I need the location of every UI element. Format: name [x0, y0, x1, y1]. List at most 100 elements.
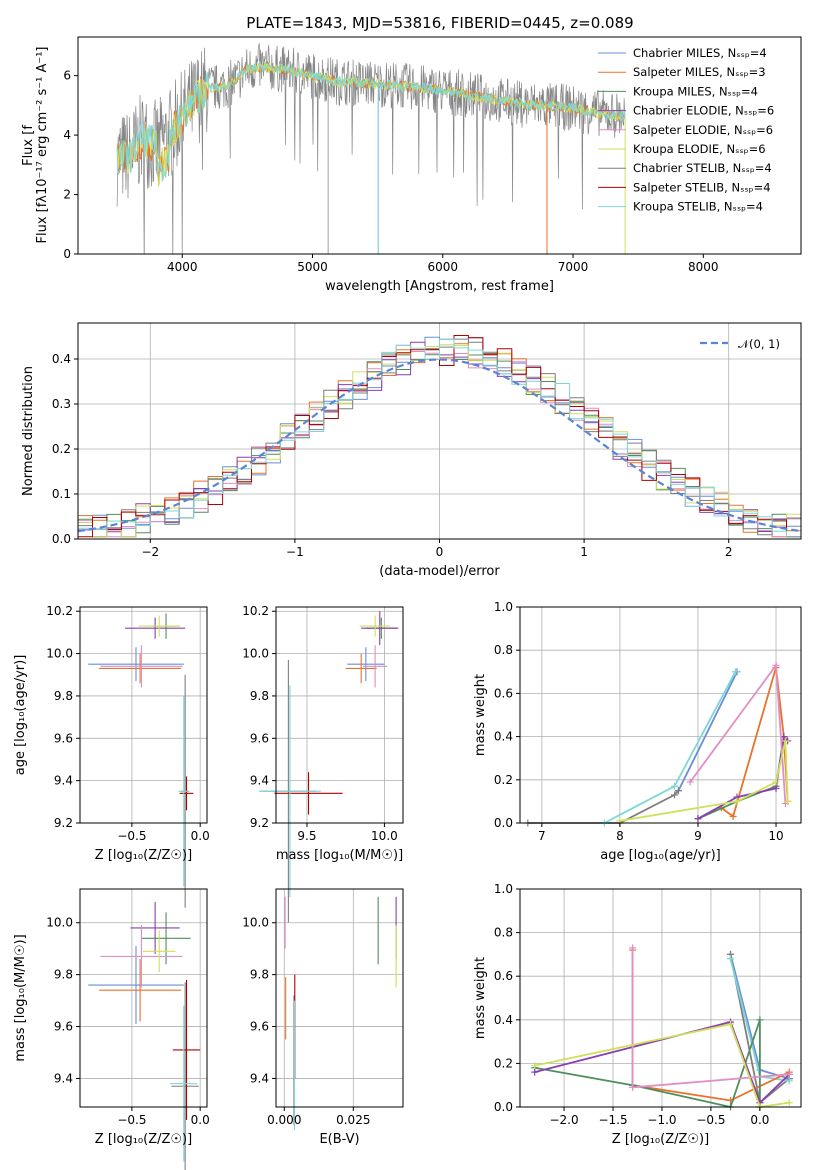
- legend-label: Salpeter ELODIE, Nₛₛₚ=6: [633, 123, 773, 137]
- y-tick-label: 10.2: [46, 604, 73, 618]
- residual-histogram-panel: −2 −1 0 1 2 0.0 0.1 0.2 0.3 0.4 (data-model)/error…: [21, 322, 802, 579]
- y-tick-label: 0.6: [494, 686, 513, 700]
- weight-vs-age-panel: 7 8 9 10 0.0 0.2 0.4 0.6 0.8 1.0 age [log₁₀(age/yr…: [473, 600, 802, 863]
- x-axis-label: (data-model)/error: [379, 564, 500, 579]
- weight-point: [733, 797, 741, 805]
- y-tick-label: 9.6: [54, 731, 73, 745]
- x-tick-label: 0: [436, 545, 444, 559]
- weight-point: [785, 1077, 793, 1085]
- x-tick-label: 0.0: [191, 1113, 210, 1127]
- y-tick-label: 0.4: [494, 1013, 513, 1027]
- weight-point: [686, 778, 694, 786]
- weight-point: [727, 955, 735, 963]
- x-axis-label: mass [log₁₀(M/M☉)]: [276, 848, 403, 863]
- legend-label: Chabrier MILES, Nₛₛₚ=4: [633, 46, 767, 60]
- y-tick-label: 0.4: [52, 352, 71, 366]
- y-axis-label: Normed distribution: [21, 366, 36, 496]
- y-tick-label: 2: [63, 188, 71, 202]
- y-tick-label: 9.6: [54, 1020, 73, 1034]
- y-tick-label: 10.0: [46, 916, 73, 930]
- weight-point: [531, 1068, 539, 1076]
- legend-label: Chabrier ELODIE, Nₛₛₚ=6: [633, 104, 774, 118]
- histograms: [78, 335, 801, 538]
- weight-point: [785, 1099, 793, 1107]
- x-tick-label: 9.5: [297, 829, 316, 843]
- y-tick-label: 0.6: [494, 969, 513, 983]
- legend-label: Salpeter STELIB, Nₛₛₚ=4: [633, 180, 771, 194]
- weight-point: [674, 787, 682, 795]
- y-axis-label: mass [log₁₀(M/M☉)]: [13, 934, 28, 1061]
- y-tick-label: 9.8: [54, 968, 73, 982]
- y-tick-label: 9.4: [250, 774, 269, 788]
- age-vs-metallicity-panel: −0.5 0.0 9.2 9.4 9.6 9.8 10.0 10.2 Z [log₁₀(Z/Z☉…: [13, 604, 210, 908]
- y-tick-label: 10.0: [242, 916, 269, 930]
- chart-title: PLATE=1843, MJD=53816, FIBERID=0445, z=0…: [246, 14, 633, 32]
- y-tick-label: 0.8: [494, 926, 513, 940]
- x-tick-label: 0.0: [750, 1113, 769, 1127]
- legend-label: Kroupa STELIB, Nₛₛₚ=4: [633, 200, 763, 214]
- y-tick-label: 0.3: [52, 397, 71, 411]
- weight-point: [781, 737, 789, 745]
- weight-point: [629, 944, 637, 952]
- x-tick-label: 2: [725, 545, 733, 559]
- x-axis-label: E(B-V): [319, 1132, 359, 1147]
- y-tick-label: 9.8: [54, 689, 73, 703]
- weight-point: [756, 1016, 764, 1024]
- y-tick-label: 9.4: [250, 1071, 269, 1085]
- x-tick-label: −0.5: [117, 829, 146, 843]
- x-tick-label: 0.000: [267, 1113, 301, 1127]
- weight-point: [671, 782, 679, 790]
- x-tick-label: 10.0: [371, 829, 398, 843]
- weight-point: [729, 813, 737, 821]
- y-tick-label: 10.0: [242, 647, 269, 661]
- weight-point: [671, 791, 679, 799]
- axes-frame: [79, 888, 208, 1108]
- x-tick-label: −0.5: [117, 1113, 146, 1127]
- x-tick-label: 9: [694, 829, 702, 843]
- x-tick-label: −2.0: [549, 1113, 578, 1127]
- x-axis-label: wavelength [Angstrom, rest frame]: [325, 279, 554, 294]
- x-tick-label: 0.0: [191, 829, 210, 843]
- x-axis-label: Z [log₁₀(Z/Z☉)]: [95, 848, 192, 863]
- x-tick-label: 1: [580, 545, 588, 559]
- y-tick-label: 0.0: [494, 1100, 513, 1114]
- weight-point: [727, 1020, 735, 1028]
- legend-label: Chabrier STELIB, Nₛₛₚ=4: [633, 161, 772, 175]
- y-tick-label: 0.2: [494, 773, 513, 787]
- model-spectrum-line: [116, 60, 626, 182]
- weight-point: [694, 815, 702, 823]
- x-axis-label: Z [log₁₀(Z/Z☉)]: [95, 1132, 192, 1147]
- x-tick-label: 0.025: [336, 1113, 370, 1127]
- x-tick-label: 8: [616, 829, 624, 843]
- weight-point: [531, 1062, 539, 1070]
- spectrum-panel: 4000 5000 6000 7000 8000 0 2 4 6 wavelength [Angs…: [21, 36, 802, 294]
- x-tick-label: −2: [141, 545, 159, 559]
- x-axis-label: Z [log₁₀(Z/Z☉)]: [612, 1132, 709, 1147]
- weight-line: [534, 1023, 790, 1108]
- weight-point: [629, 1083, 637, 1091]
- legend-label: Kroupa MILES, Nₛₛₚ=4: [633, 84, 758, 98]
- x-tick-label: 7000: [558, 260, 589, 274]
- mass-vs-metallicity-panel: −0.5 0.0 9.4 9.6 9.8 10.0 Z [log₁₀(Z/Z☉)] mass …: [13, 888, 210, 1170]
- weight-point: [772, 778, 780, 786]
- y-tick-label: 4: [63, 128, 71, 142]
- y-tick-label: 0.0: [52, 532, 71, 546]
- y-tick-label: 9.4: [54, 774, 73, 788]
- y-tick-label: 1.0: [494, 882, 513, 896]
- x-tick-label: 5000: [297, 260, 328, 274]
- histogram-step: [78, 338, 801, 538]
- weight-point: [784, 797, 792, 805]
- legend-label: Kroupa ELODIE, Nₛₛₚ=6: [633, 142, 766, 156]
- weight-point: [772, 661, 780, 669]
- y-tick-label: 9.8: [250, 689, 269, 703]
- x-tick-label: −1: [286, 545, 304, 559]
- spectrum-lines: [116, 43, 626, 254]
- y-tick-label: 9.6: [250, 1020, 269, 1034]
- legend-label: 𝒩(0, 1): [738, 337, 780, 351]
- weight-line: [677, 671, 738, 791]
- normal-curve: [78, 358, 801, 533]
- y-tick-label: 10.0: [46, 647, 73, 661]
- y-axis-label: Flux [fλ10⁻¹⁷ erg cm⁻² s⁻¹ A⁻¹]: [35, 47, 50, 244]
- y-axis-label: Flux [f: [21, 125, 36, 166]
